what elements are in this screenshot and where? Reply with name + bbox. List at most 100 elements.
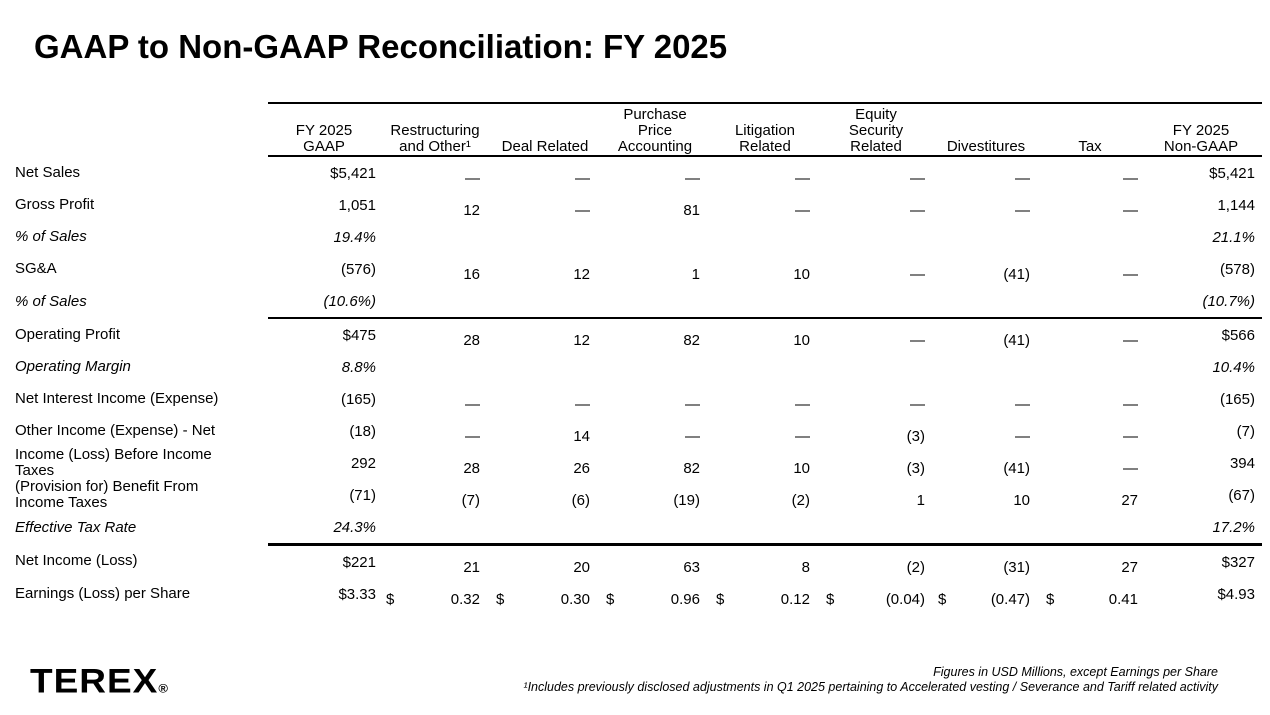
row-label: % of Sales xyxy=(15,228,87,245)
row-label: Operating Margin xyxy=(15,358,131,375)
table-cell-nongaap: (7) xyxy=(1140,415,1262,447)
table-cell-gaap: 19.4% xyxy=(268,221,380,253)
table-corner-cell xyxy=(15,103,268,156)
table-cell-nongaap: 21.1% xyxy=(1140,221,1262,253)
dollar-sign: $ xyxy=(386,590,395,608)
table-cell-equity xyxy=(820,221,932,253)
table-cell-deal: 26 xyxy=(490,447,600,479)
table-cell-restructuring: 28 xyxy=(380,318,490,351)
dollar-sign: $ xyxy=(1046,590,1055,608)
cell-value: $566 xyxy=(1221,326,1255,344)
table-row: % of Sales 19.4% 21.1% xyxy=(15,221,1262,253)
table-cell-tax: 27 xyxy=(1040,545,1140,579)
table-cell-deal: 14 xyxy=(490,415,600,447)
cell-value: — xyxy=(1123,201,1138,219)
cell-value: 1,144 xyxy=(1217,196,1255,214)
table-cell-divestitures: — xyxy=(932,189,1040,221)
table-cell-nongaap: (578) xyxy=(1140,253,1262,285)
table-cell-nongaap: 394 xyxy=(1140,447,1262,479)
cell-value: — xyxy=(910,331,925,349)
table-cell-divestitures: $ (0.47) xyxy=(932,578,1040,610)
table-cell-gaap: (71) xyxy=(268,479,380,511)
reconciliation-table: FY 2025 GAAP Restructuring and Other¹ Deal… xyxy=(15,102,1262,610)
cell-value: 21.1% xyxy=(1212,228,1255,246)
cell-value: (71) xyxy=(349,486,376,504)
table-cell-deal: 20 xyxy=(490,545,600,579)
table-cell-deal xyxy=(490,221,600,253)
cell-value: — xyxy=(910,395,925,413)
table-cell-tax xyxy=(1040,511,1140,546)
cell-value: 82 xyxy=(683,331,700,349)
table-cell-ppa: 81 xyxy=(600,189,710,221)
table-cell-deal xyxy=(490,285,600,319)
cell-value: 12 xyxy=(573,331,590,349)
table-cell-ppa xyxy=(600,285,710,319)
footnote-1: ¹Includes previously disclosed adjustmen… xyxy=(523,680,1218,694)
table-cell-equity: (3) xyxy=(820,447,932,479)
table-cell-equity xyxy=(820,351,932,383)
cell-value: — xyxy=(465,427,480,445)
cell-value: $5,421 xyxy=(1209,164,1255,182)
cell-value: 1 xyxy=(916,491,925,509)
cell-value: — xyxy=(1015,201,1030,219)
table-row: SG&A (576) 16 12 1 10 — (41) — (578) xyxy=(15,253,1262,285)
cell-value: (41) xyxy=(1003,265,1030,283)
cell-value: 19.4% xyxy=(333,228,376,246)
column-header-gaap: FY 2025 GAAP xyxy=(268,102,380,157)
table-cell-divestitures: (41) xyxy=(932,447,1040,479)
table-header: FY 2025 GAAP Restructuring and Other¹ Deal… xyxy=(15,102,1262,157)
column-header-ppa: Purchase Price Accounting xyxy=(600,102,710,157)
dollar-sign: $ xyxy=(938,590,947,608)
cell-value: (67) xyxy=(1228,486,1255,504)
table-cell-restructuring xyxy=(380,351,490,383)
table-cell-tax xyxy=(1040,351,1140,383)
table-cell-litigation: 10 xyxy=(710,318,820,351)
column-header-nongaap: FY 2025 Non-GAAP xyxy=(1140,102,1262,157)
cell-value: (3) xyxy=(906,427,925,445)
cell-value: — xyxy=(465,395,480,413)
table-cell-restructuring: (7) xyxy=(380,479,490,511)
table-cell-equity: — xyxy=(820,318,932,351)
dollar-sign: $ xyxy=(716,590,725,608)
table-cell-restructuring: 21 xyxy=(380,545,490,579)
table-cell-gaap: 24.3% xyxy=(268,511,380,546)
cell-value: 12 xyxy=(463,201,480,219)
cell-value: — xyxy=(685,395,700,413)
cell-value: (10.7%) xyxy=(1202,292,1255,310)
cell-value: — xyxy=(795,201,810,219)
cell-value: (165) xyxy=(340,390,376,408)
cell-value: — xyxy=(1123,331,1138,349)
table-cell-nongaap: (67) xyxy=(1140,479,1262,511)
table-cell-gaap: (18) xyxy=(268,415,380,447)
table-row: Net Income (Loss) $221 21 20 63 8 (2) (31) 27 $32… xyxy=(15,545,1262,579)
table-row: Other Income (Expense) - Net (18) — 14 — — (3)… xyxy=(15,415,1262,447)
table-cell-restructuring: — xyxy=(380,383,490,415)
table-cell-gaap: $5,421 xyxy=(268,156,380,189)
table-cell-equity: — xyxy=(820,189,932,221)
cell-value: $3.33 xyxy=(338,585,376,603)
cell-value: 27 xyxy=(1121,491,1138,509)
table-cell-gaap: $221 xyxy=(268,545,380,579)
cell-value: (7) xyxy=(461,491,480,509)
cell-value: $221 xyxy=(342,553,376,571)
table-row: Operating Margin 8.8% 10.4% xyxy=(15,351,1262,383)
dollar-sign: $ xyxy=(826,590,835,608)
cell-value: 8.8% xyxy=(341,358,376,376)
table-cell-litigation xyxy=(710,511,820,546)
table-cell-litigation: — xyxy=(710,383,820,415)
dollar-sign: $ xyxy=(606,590,615,608)
table-row: Effective Tax Rate 24.3% 17.2% xyxy=(15,511,1262,546)
table-cell-nongaap: 17.2% xyxy=(1140,511,1262,546)
cell-value: 28 xyxy=(463,331,480,349)
cell-value: — xyxy=(910,265,925,283)
cell-value: (18) xyxy=(349,422,376,440)
cell-value: 28 xyxy=(463,459,480,477)
cell-value: $4.93 xyxy=(1217,585,1255,603)
table-row: % of Sales (10.6%) (10.7%) xyxy=(15,285,1262,319)
table-cell-restructuring: 16 xyxy=(380,253,490,285)
table-header-row: FY 2025 GAAP Restructuring and Other¹ Deal… xyxy=(15,102,1262,157)
column-header-restructuring: Restructuring and Other¹ xyxy=(380,102,490,157)
cell-value: 8 xyxy=(801,558,810,576)
table-cell-ppa xyxy=(600,511,710,546)
table-row: Income (Loss) Before Income Taxes 292 28 26… xyxy=(15,447,1262,479)
